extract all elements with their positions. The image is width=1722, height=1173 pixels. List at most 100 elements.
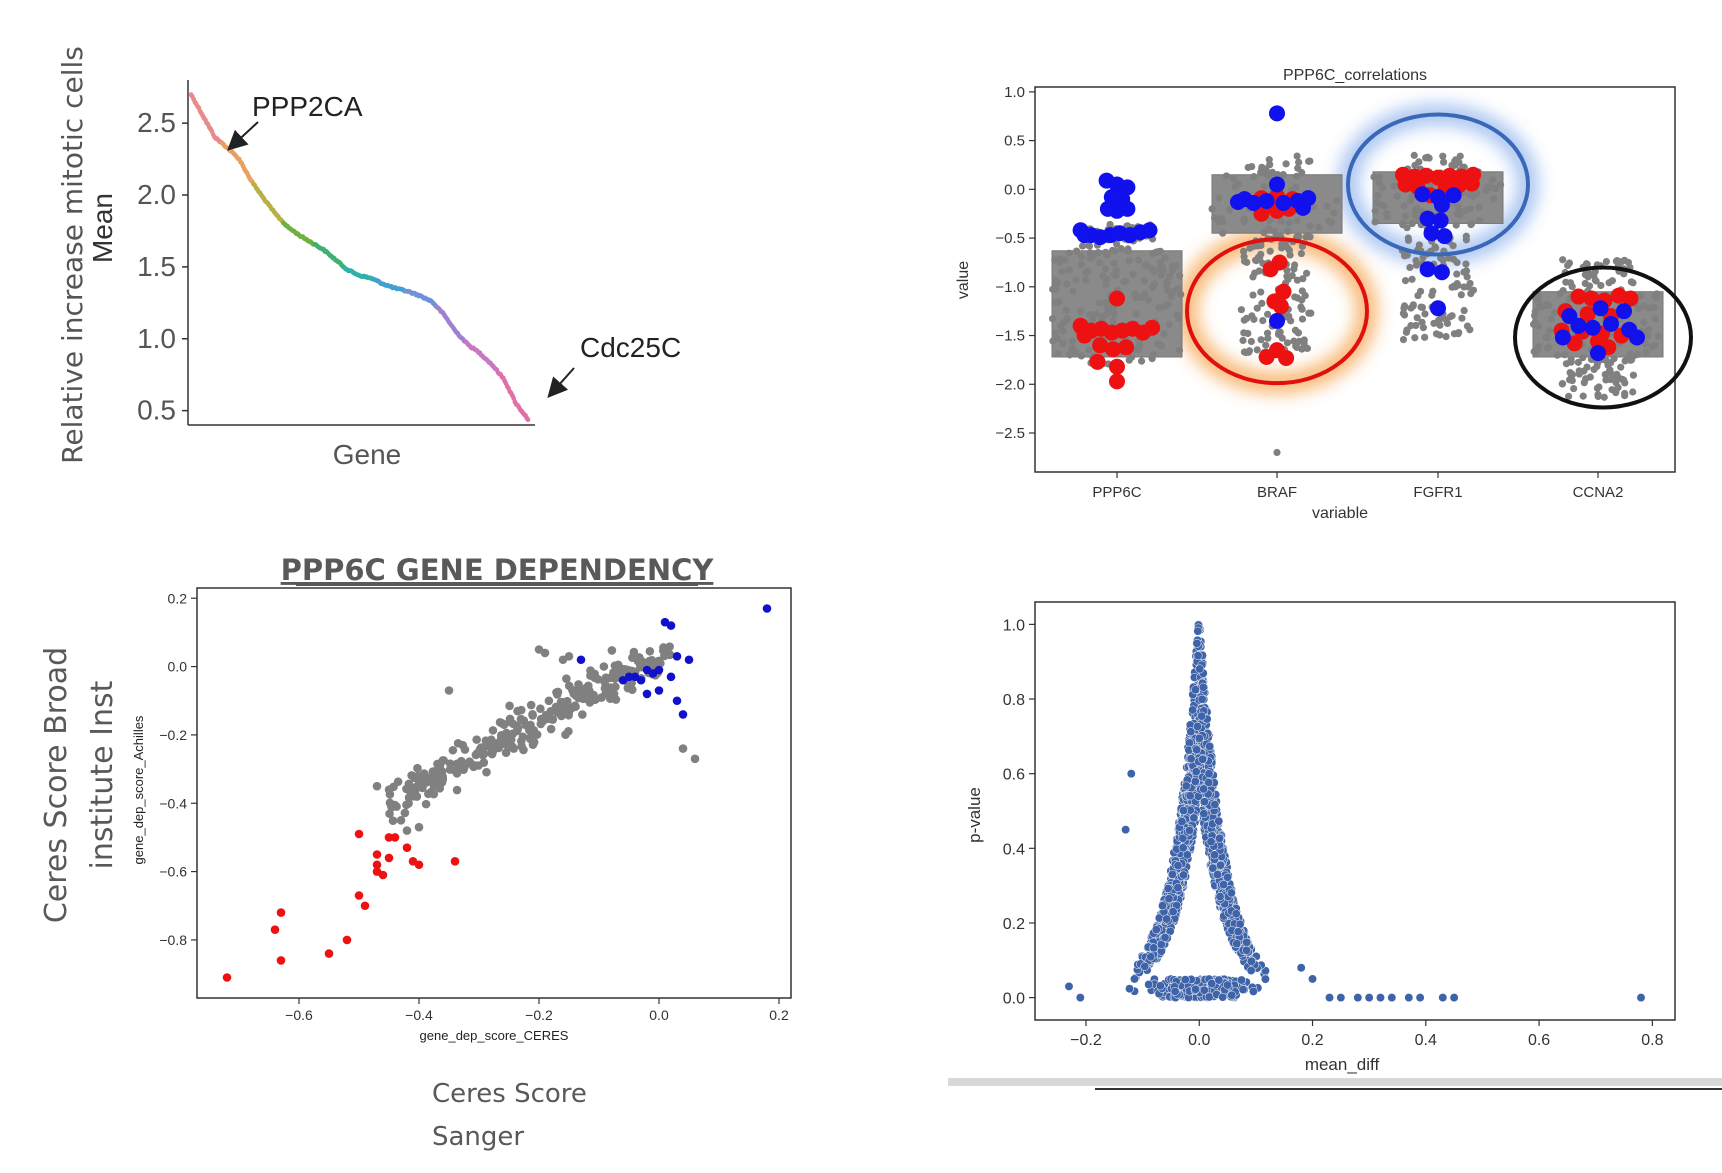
dependency-gray-point (404, 799, 413, 808)
correlations-gray-point (1095, 299, 1103, 307)
correlations-gray-point (1547, 315, 1556, 323)
dependency-gray-point (547, 714, 557, 724)
correlations-gray-point (1612, 257, 1620, 265)
correlations-gray-point (1078, 242, 1087, 250)
pvalue-x-ticks: −0.2 0.0 0.2 0.4 0.6 0.8 (1070, 1020, 1664, 1049)
correlations-gray-point (1531, 318, 1539, 326)
correlations-gray-point (1640, 318, 1648, 327)
correlations-gray-point (1253, 304, 1261, 312)
correlations-y-tick-label: −2.5 (995, 425, 1025, 442)
pvalue-point (1167, 870, 1177, 879)
correlations-gray-point (1298, 345, 1306, 353)
correlations-gray-point (1602, 376, 1610, 384)
pvalue-y-tick-label: 0.2 (1003, 916, 1025, 933)
pvalue-point (1075, 993, 1085, 1003)
dependency-y-label: gene_dep_score_Achilles (131, 715, 146, 864)
dependency-gray-point (637, 656, 647, 666)
correlations-gray-point (1404, 236, 1413, 245)
mitotic-y-tick-label: 0.5 (137, 395, 176, 426)
correlations-blue-point (1423, 225, 1440, 242)
correlations-gray-point (1297, 249, 1306, 258)
correlations-gray-point (1582, 375, 1590, 383)
correlations-gray-point (1234, 180, 1242, 188)
dependency-outer-y-label-line1: Ceres Score Broad (39, 647, 74, 923)
correlations-gray-point (1072, 247, 1081, 255)
correlations-gray-point (1456, 152, 1464, 160)
dependency-x-tick-label: −0.6 (285, 1007, 313, 1023)
correlations-gray-point (1467, 220, 1475, 229)
dependency-gray-point (421, 799, 431, 809)
dependency-gray-point (590, 695, 600, 705)
dependency-gray-point (457, 756, 466, 766)
bottom-scroll-strip (948, 1078, 1722, 1086)
pvalue-point (1353, 993, 1363, 1003)
pvalue-point (1173, 883, 1183, 893)
correlations-gray-point (1629, 371, 1638, 379)
correlations-gray-point (1448, 312, 1456, 320)
dependency-gray-point (385, 790, 395, 799)
dependency-gray-point (544, 696, 554, 706)
pvalue-point (1214, 975, 1224, 985)
correlations-gray-point (1113, 240, 1121, 248)
dependency-gray-point (564, 727, 573, 736)
dependency-gray-point (452, 785, 462, 795)
correlations-gray-point (1475, 203, 1483, 211)
annotation-cdc25c: Cdc25C (580, 332, 681, 363)
correlations-gray-point (1651, 315, 1659, 323)
dependency-gray-point (611, 682, 620, 692)
correlations-gray-point (1469, 286, 1478, 294)
correlations-gray-point (1455, 328, 1463, 337)
correlations-gray-point (1429, 287, 1437, 295)
correlations-y-tick-label: −1.0 (995, 279, 1025, 296)
correlations-gray-point (1422, 154, 1430, 162)
correlations-y-tick-label: −2.0 (995, 376, 1025, 393)
pvalue-point (1162, 914, 1172, 924)
correlations-blue-point (1436, 228, 1453, 245)
correlations-red-point (1109, 373, 1125, 390)
correlations-gray-point (1129, 270, 1137, 279)
correlations-gray-point (1117, 245, 1125, 253)
correlations-gray-point (1303, 344, 1312, 352)
pvalue-point (1636, 993, 1646, 1003)
dependency-plot-frame (196, 587, 792, 999)
dependency-gray-point (439, 756, 448, 765)
pvalue-point (1163, 884, 1173, 893)
dependency-gray-point (528, 711, 537, 720)
pvalue-point (1404, 993, 1414, 1003)
dependency-gray-point (611, 695, 621, 704)
dependency-gray-point (645, 656, 654, 666)
correlations-gray-point (1487, 183, 1495, 191)
correlations-gray-point (1581, 279, 1589, 288)
correlations-gray-point (1315, 223, 1323, 232)
correlations-gray-point (1445, 254, 1453, 262)
pvalue-point (1189, 813, 1199, 823)
correlations-blue-point (1433, 196, 1450, 213)
correlations-gray-point (1641, 340, 1650, 348)
correlations-gray-point (1052, 298, 1060, 306)
pvalue-point (1215, 892, 1225, 902)
correlations-gray-point (1253, 346, 1261, 354)
pvalue-point (1064, 981, 1074, 991)
correlations-y-label: value (955, 261, 972, 299)
pvalue-plot-frame (1034, 601, 1676, 1021)
dependency-gray-point (404, 779, 414, 789)
correlations-highlight-circle (1346, 112, 1530, 257)
correlations-x-tick-label: PPP6C (1092, 484, 1141, 501)
correlations-gray-point (1461, 207, 1469, 215)
pvalue-point (1197, 711, 1207, 721)
correlations-gray-point (1137, 357, 1146, 365)
pvalue-point (1199, 985, 1209, 995)
correlations-gray-point (1374, 191, 1382, 200)
correlations-gray-point (1084, 267, 1092, 276)
correlations-gray-point (1593, 362, 1601, 371)
dependency-blue-point (654, 686, 664, 695)
pvalue-point (1177, 817, 1187, 827)
dependency-blue-point (666, 621, 676, 630)
correlations-gray-point (1620, 376, 1628, 384)
correlations-gray-point (1063, 280, 1071, 288)
pvalue-point (1336, 993, 1346, 1003)
pvalue-point (1246, 966, 1256, 975)
correlations-blue-point (1245, 194, 1262, 211)
correlations-gray-point (1258, 163, 1266, 171)
dependency-x-ticks: −0.6 −0.4 −0.2 0.0 0.2 (285, 998, 789, 1023)
